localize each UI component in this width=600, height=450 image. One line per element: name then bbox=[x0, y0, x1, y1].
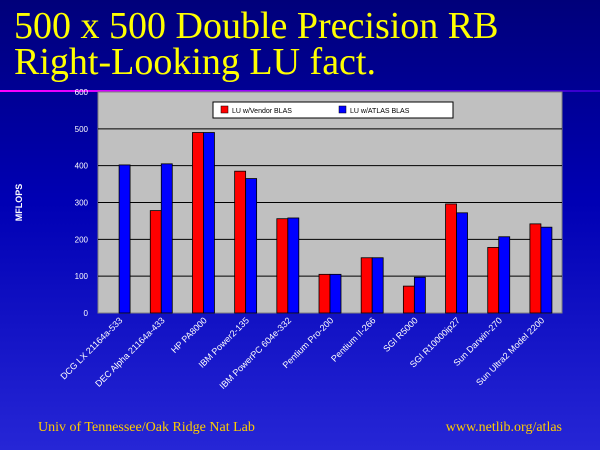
y-tick-label: 0 bbox=[84, 309, 89, 318]
bar-atlas bbox=[413, 276, 426, 314]
footer-institution: Univ of Tennessee/Oak Ridge Nat Lab bbox=[38, 420, 255, 435]
bar-atlas bbox=[118, 164, 131, 314]
bar-atlas bbox=[456, 212, 468, 314]
x-tick-label: SGI R5000 bbox=[381, 315, 420, 354]
y-tick-label: 300 bbox=[75, 199, 89, 208]
bar-atlas bbox=[371, 257, 384, 314]
bar-vendor bbox=[276, 218, 289, 314]
bar-vendor bbox=[360, 257, 373, 314]
bar-vendor bbox=[529, 223, 542, 314]
y-tick-label: 400 bbox=[75, 162, 89, 171]
bar-atlas bbox=[203, 132, 215, 314]
bar-vendor bbox=[192, 132, 204, 314]
y-tick-label: 600 bbox=[75, 88, 89, 97]
y-tick-label: 100 bbox=[75, 272, 89, 281]
title-divider bbox=[0, 90, 600, 92]
x-tick-label: Pentium II-266 bbox=[329, 315, 377, 363]
y-tick-label: 200 bbox=[75, 235, 89, 244]
bar-vendor bbox=[149, 210, 162, 314]
bar-vendor bbox=[487, 247, 500, 314]
footer-url: www.netlib.org/atlas bbox=[445, 420, 562, 435]
legend-swatch-vendor bbox=[220, 105, 229, 114]
bar-atlas bbox=[287, 217, 300, 314]
bar-atlas bbox=[540, 226, 553, 314]
bar-vendor bbox=[445, 203, 457, 314]
x-tick-label: HP PA8000 bbox=[169, 315, 209, 355]
bar-atlas bbox=[329, 273, 342, 314]
bar-atlas bbox=[498, 236, 511, 314]
bar-atlas bbox=[245, 178, 258, 314]
bar-atlas bbox=[160, 163, 173, 314]
slide-title: 500 x 500 Double Precision RB Right-Look… bbox=[14, 5, 499, 83]
legend-label-atlas: LU w/ATLAS BLAS bbox=[350, 108, 410, 115]
x-tick-label: IBM PowerPC 604e-332 bbox=[218, 315, 294, 391]
slide-title-line1: 500 x 500 Double Precision RB bbox=[14, 5, 499, 47]
legend bbox=[212, 101, 454, 119]
y-axis-label: MFLOPS bbox=[14, 184, 24, 222]
y-tick-label: 500 bbox=[75, 125, 89, 134]
bar-vendor bbox=[402, 285, 415, 314]
legend-swatch-atlas bbox=[338, 105, 347, 114]
slide-title-line2: Right-Looking LU fact. bbox=[14, 41, 376, 83]
bar-vendor bbox=[318, 273, 331, 314]
legend-label-vendor: LU w/Vendor BLAS bbox=[232, 108, 292, 115]
bar-vendor bbox=[234, 170, 247, 314]
x-tick-label: DEC Alpha 21164a-433 bbox=[93, 315, 166, 388]
